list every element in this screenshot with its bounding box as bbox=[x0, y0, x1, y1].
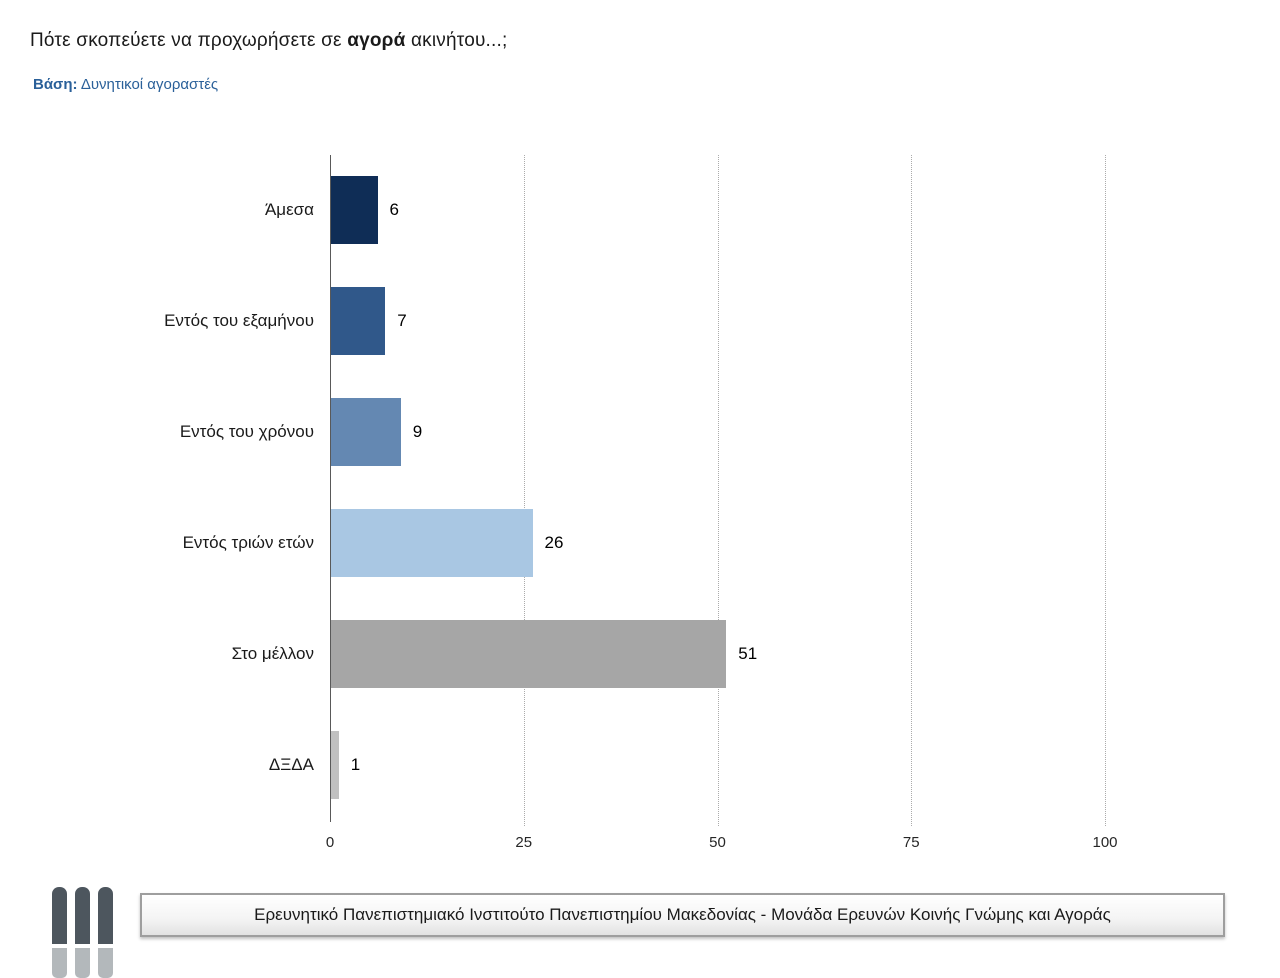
y-axis-line bbox=[330, 155, 331, 822]
category-label: Εντός του χρόνου bbox=[179, 422, 314, 442]
value-label: 7 bbox=[397, 311, 407, 331]
chart-title-bold-word: αγορά bbox=[347, 30, 406, 51]
logo-bar-reflection-icon bbox=[52, 948, 67, 978]
category-label: Άμεσα bbox=[264, 200, 314, 220]
x-axis-tick-label: 100 bbox=[1092, 834, 1118, 851]
bar-row: Εντός του εξαμήνου 7 bbox=[164, 287, 1212, 356]
gridline bbox=[1105, 155, 1106, 826]
gridline bbox=[911, 155, 913, 826]
gridline bbox=[523, 155, 525, 826]
bar bbox=[331, 508, 533, 577]
bar-row: Άμεσα 6 bbox=[265, 176, 1212, 245]
value-label: 1 bbox=[350, 754, 361, 774]
footer-banner: Ερευνητικό Πανεπιστημιακό Ινστιτούτο Παν… bbox=[140, 893, 1225, 937]
bar bbox=[331, 398, 401, 467]
chart-title-suffix: ακινήτου...; bbox=[405, 30, 508, 51]
base-value: Δυνητικοί αγοραστές bbox=[77, 76, 219, 93]
bar-row: Στο μέλλον 51 bbox=[232, 619, 1212, 688]
logo-bar-reflection-icon bbox=[98, 948, 113, 978]
bar-chart: 0 25 50 75 100 Άμεσα 6 Εντός του εξαμήνου 7 Εντός… bbox=[164, 155, 1212, 851]
x-axis-tick-label: 75 bbox=[902, 834, 920, 851]
bar bbox=[331, 619, 727, 688]
x-axis-tick-label: 0 bbox=[325, 834, 335, 851]
value-label: 51 bbox=[738, 643, 758, 663]
category-label: Εντός του εξαμήνου bbox=[164, 311, 314, 331]
bar-row: ΔΞΔΑ 1 bbox=[269, 730, 1212, 799]
bar bbox=[331, 730, 339, 799]
logo-bar-reflection-icon bbox=[75, 948, 90, 978]
bar-row: Εντός του χρόνου 9 bbox=[180, 398, 1212, 467]
chart-title: Πότε σκοπεύετε να προχωρήσετε σε αγορά α… bbox=[30, 30, 507, 52]
category-label: Στο μέλλον bbox=[231, 643, 314, 663]
category-label: ΔΞΔΑ bbox=[268, 754, 314, 774]
logo-bar-icon bbox=[98, 887, 113, 944]
value-label: 9 bbox=[412, 422, 423, 442]
university-logo bbox=[52, 887, 118, 978]
chart-title-text: Πότε σκοπεύετε να προχωρήσετε σε bbox=[30, 30, 348, 51]
value-label: 26 bbox=[544, 532, 564, 552]
gridline bbox=[717, 155, 719, 826]
value-label: 6 bbox=[389, 200, 399, 220]
base-note: Βάση: Δυνητικοί αγοραστές bbox=[33, 76, 218, 93]
logo-bar-icon bbox=[75, 887, 90, 944]
x-axis-tick-label: 50 bbox=[709, 834, 726, 851]
bar bbox=[331, 176, 378, 245]
category-label: Εντός τριών ετών bbox=[182, 532, 314, 552]
base-label: Βάση: bbox=[33, 76, 78, 93]
logo-bar-icon bbox=[52, 887, 67, 944]
bar bbox=[331, 287, 386, 356]
bar-row: Εντός τριών ετών 26 bbox=[183, 508, 1212, 577]
x-axis-tick-label: 25 bbox=[515, 834, 533, 851]
